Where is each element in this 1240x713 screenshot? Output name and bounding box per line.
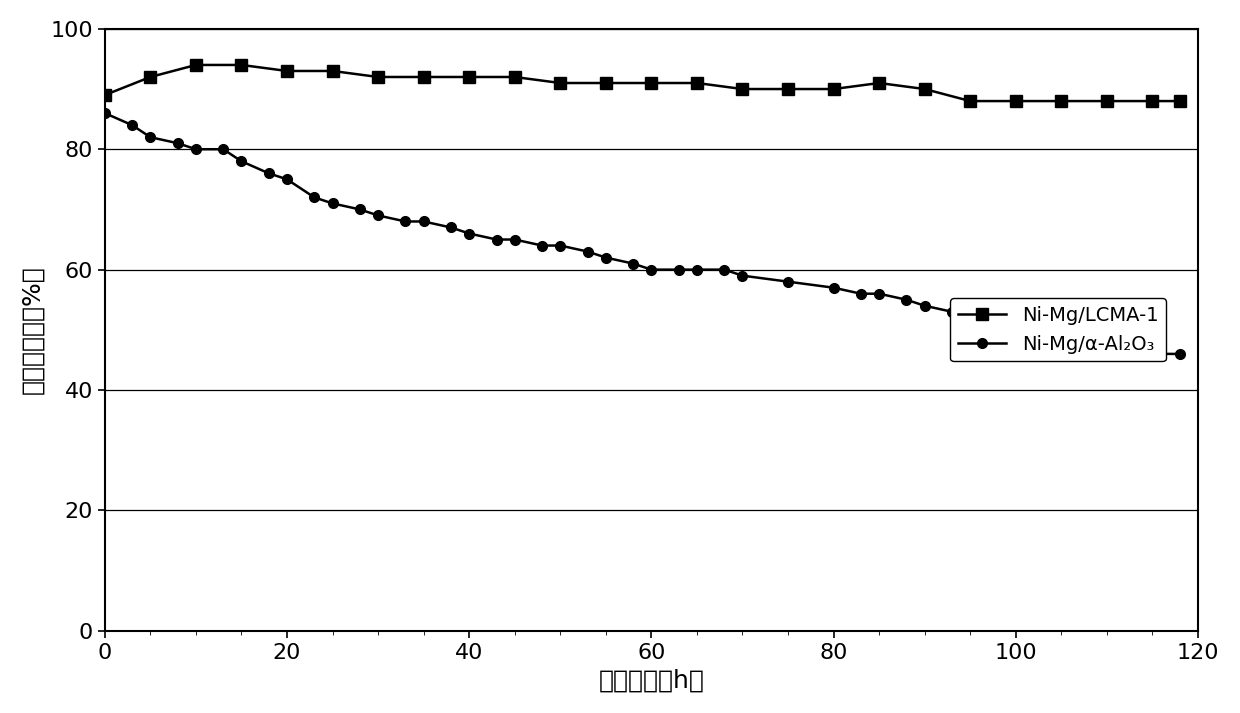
Ni-Mg/LCMA-1 — [780, 85, 795, 93]
Ni-Mg/α-Al₂O₃ — [962, 314, 977, 322]
Ni-Mg/α-Al₂O₃ — [352, 205, 367, 214]
Ni-Mg/LCMA-1 — [1172, 97, 1187, 106]
Ni-Mg/α-Al₂O₃ — [444, 223, 459, 232]
Ni-Mg/α-Al₂O₃ — [780, 277, 795, 286]
Ni-Mg/LCMA-1 — [325, 67, 340, 76]
Ni-Mg/LCMA-1 — [371, 73, 386, 81]
Ni-Mg/α-Al₂O₃ — [990, 319, 1004, 328]
Ni-Mg/α-Al₂O₃ — [826, 283, 841, 292]
Ni-Mg/LCMA-1 — [644, 78, 658, 87]
Ni-Mg/α-Al₂O₃ — [371, 211, 386, 220]
Ni-Mg/α-Al₂O₃ — [580, 247, 595, 256]
Ni-Mg/α-Al₂O₃ — [1100, 344, 1115, 352]
Ni-Mg/α-Al₂O₃ — [461, 229, 476, 237]
Ni-Mg/α-Al₂O₃ — [216, 145, 231, 153]
Ni-Mg/LCMA-1 — [188, 61, 203, 69]
Ni-Mg/α-Al₂O₃ — [735, 272, 750, 280]
Ni-Mg/α-Al₂O₃ — [1127, 344, 1142, 352]
Ni-Mg/α-Al₂O₃ — [599, 253, 614, 262]
Ni-Mg/α-Al₂O₃ — [899, 295, 914, 304]
Ni-Mg/α-Al₂O₃ — [671, 265, 686, 274]
Ni-Mg/α-Al₂O₃ — [945, 307, 960, 316]
X-axis label: 反应时间（h）: 反应时间（h） — [599, 668, 704, 692]
Ni-Mg/α-Al₂O₃ — [417, 217, 432, 226]
Ni-Mg/LCMA-1 — [417, 73, 432, 81]
Ni-Mg/LCMA-1 — [279, 67, 294, 76]
Y-axis label: 甲烷转化率（%）: 甲烷转化率（%） — [21, 265, 45, 394]
Ni-Mg/LCMA-1 — [918, 85, 932, 93]
Ni-Mg/α-Al₂O₃ — [534, 241, 549, 250]
Ni-Mg/LCMA-1 — [735, 85, 750, 93]
Ni-Mg/LCMA-1 — [1008, 97, 1023, 106]
Ni-Mg/LCMA-1 — [1054, 97, 1069, 106]
Ni-Mg/α-Al₂O₃ — [398, 217, 413, 226]
Ni-Mg/α-Al₂O₃ — [918, 302, 932, 310]
Ni-Mg/α-Al₂O₃ — [1172, 349, 1187, 358]
Ni-Mg/α-Al₂O₃ — [872, 289, 887, 298]
Ni-Mg/LCMA-1 — [461, 73, 476, 81]
Ni-Mg/α-Al₂O₃ — [143, 133, 157, 141]
Ni-Mg/LCMA-1 — [234, 61, 249, 69]
Ni-Mg/α-Al₂O₃ — [262, 169, 277, 178]
Ni-Mg/α-Al₂O₃ — [717, 265, 732, 274]
Line: Ni-Mg/LCMA-1: Ni-Mg/LCMA-1 — [98, 58, 1185, 108]
Ni-Mg/α-Al₂O₃ — [1145, 349, 1159, 358]
Ni-Mg/LCMA-1 — [1145, 97, 1159, 106]
Ni-Mg/LCMA-1 — [599, 78, 614, 87]
Ni-Mg/LCMA-1 — [872, 78, 887, 87]
Ni-Mg/LCMA-1 — [507, 73, 522, 81]
Ni-Mg/α-Al₂O₃ — [853, 289, 868, 298]
Ni-Mg/LCMA-1 — [826, 85, 841, 93]
Ni-Mg/LCMA-1 — [689, 78, 704, 87]
Ni-Mg/α-Al₂O₃ — [188, 145, 203, 153]
Ni-Mg/α-Al₂O₃ — [125, 121, 140, 130]
Ni-Mg/LCMA-1 — [143, 73, 157, 81]
Ni-Mg/α-Al₂O₃ — [325, 199, 340, 207]
Ni-Mg/α-Al₂O₃ — [507, 235, 522, 244]
Ni-Mg/α-Al₂O₃ — [1054, 332, 1069, 340]
Ni-Mg/α-Al₂O₃ — [1081, 337, 1096, 346]
Ni-Mg/α-Al₂O₃ — [689, 265, 704, 274]
Ni-Mg/LCMA-1 — [962, 97, 977, 106]
Ni-Mg/α-Al₂O₃ — [306, 193, 321, 202]
Legend: Ni-Mg/LCMA-1, Ni-Mg/α-Al₂O₃: Ni-Mg/LCMA-1, Ni-Mg/α-Al₂O₃ — [950, 298, 1167, 361]
Ni-Mg/α-Al₂O₃ — [1008, 319, 1023, 328]
Line: Ni-Mg/α-Al₂O₃: Ni-Mg/α-Al₂O₃ — [100, 108, 1184, 359]
Ni-Mg/α-Al₂O₃ — [98, 109, 113, 118]
Ni-Mg/α-Al₂O₃ — [553, 241, 568, 250]
Ni-Mg/α-Al₂O₃ — [626, 260, 641, 268]
Ni-Mg/α-Al₂O₃ — [489, 235, 503, 244]
Ni-Mg/LCMA-1 — [1100, 97, 1115, 106]
Ni-Mg/LCMA-1 — [98, 91, 113, 99]
Ni-Mg/α-Al₂O₃ — [234, 157, 249, 165]
Ni-Mg/α-Al₂O₃ — [279, 175, 294, 184]
Ni-Mg/α-Al₂O₃ — [1035, 326, 1050, 334]
Ni-Mg/α-Al₂O₃ — [644, 265, 658, 274]
Ni-Mg/α-Al₂O₃ — [170, 139, 185, 148]
Ni-Mg/LCMA-1 — [553, 78, 568, 87]
